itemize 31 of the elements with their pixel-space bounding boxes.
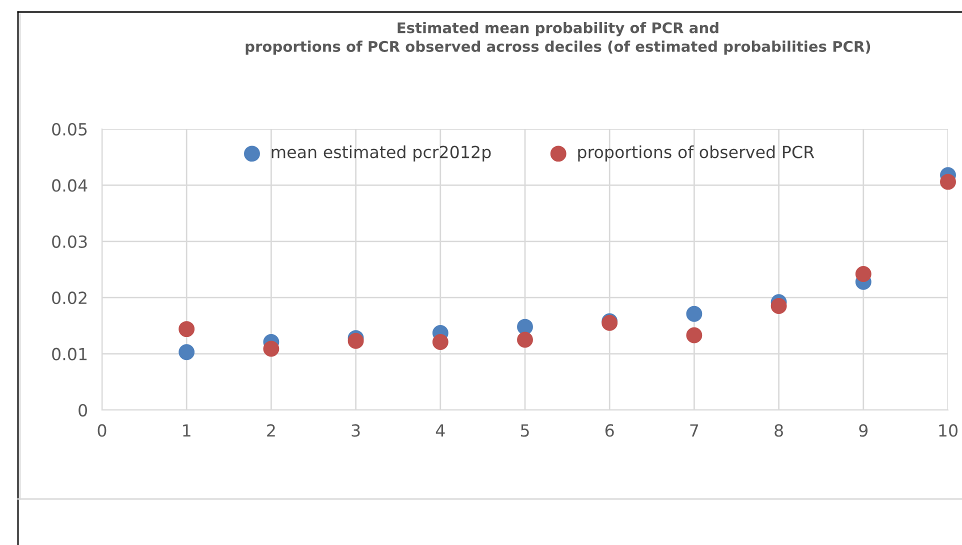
point [178,321,195,338]
x-tick-label: 5 [520,424,529,437]
point [855,266,872,282]
point [940,174,956,190]
x-tick-label: 7 [690,424,698,437]
legend-label: mean estimated pcr2012p [272,145,491,162]
x-tick-label: 0 [98,424,106,437]
point [178,344,195,360]
chart-title: Estimated mean probability of PCR and proportions of PCR observed across deciles (of estimated probabilities PCR) [246,22,870,55]
y-tick-label: 0.04 [52,179,88,192]
x-tick-label: 1 [183,424,190,437]
x-tick-label: 9 [859,424,868,437]
point [686,327,702,344]
x-tick-label: 3 [352,424,360,437]
x-tick-label: 6 [605,424,614,437]
legend-label: proportions of observed PCR [578,145,814,162]
y-tick-label: 0.03 [52,235,87,248]
point [770,298,787,314]
x-tick-label: 10 [939,424,958,437]
y-tick-label: 0 [78,404,88,417]
point [432,334,448,350]
point [263,340,280,357]
y-tick-label: 0.02 [52,292,86,304]
point [517,318,533,335]
y-tick-label: 0.01 [52,348,87,360]
point [686,306,702,322]
x-tick-label: 8 [774,424,783,437]
y-tick-label: 0.05 [52,122,87,136]
x-tick-label: 4 [436,424,445,437]
point [517,332,533,348]
x-tick-label: 2 [267,424,275,437]
